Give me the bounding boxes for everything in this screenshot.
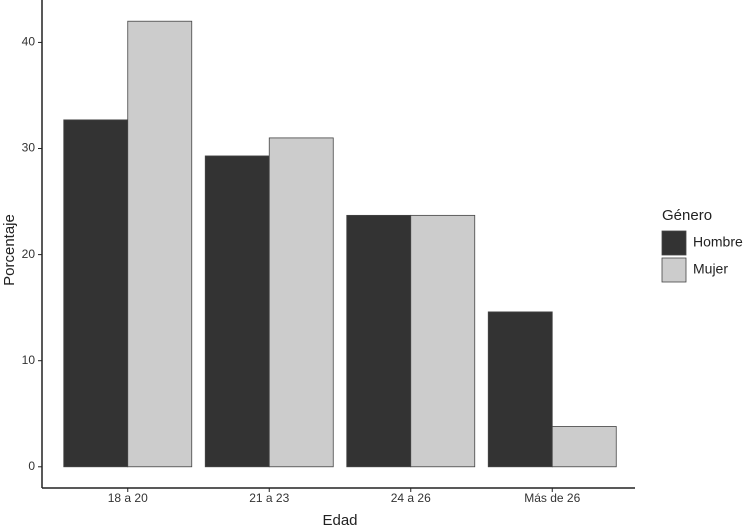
- bar: [63, 119, 129, 468]
- legend-label: Mujer: [693, 261, 728, 277]
- legend-label: Hombre: [693, 234, 743, 250]
- bar: [268, 137, 334, 468]
- bar: [487, 311, 553, 468]
- x-tick-label: Más de 26: [524, 491, 580, 505]
- y-tick-label: 40: [22, 35, 36, 49]
- y-tick-label: 10: [22, 353, 36, 367]
- x-tick-label: 21 a 23: [249, 491, 289, 505]
- bar: [127, 20, 193, 468]
- bar: [551, 426, 617, 468]
- y-tick-label: 20: [22, 247, 36, 261]
- bar: [410, 214, 476, 468]
- y-tick-label: 0: [28, 459, 35, 473]
- x-axis-title: Edad: [322, 512, 357, 529]
- bar: [204, 155, 270, 468]
- legend-key: [661, 257, 687, 283]
- y-axis-title: Porcentaje: [1, 214, 18, 286]
- legend-title: Género: [662, 207, 712, 224]
- bar: [346, 214, 412, 468]
- x-tick-label: 18 a 20: [108, 491, 148, 505]
- x-tick-label: 24 a 26: [391, 491, 431, 505]
- legend-key: [661, 230, 687, 256]
- y-tick-label: 30: [22, 141, 36, 155]
